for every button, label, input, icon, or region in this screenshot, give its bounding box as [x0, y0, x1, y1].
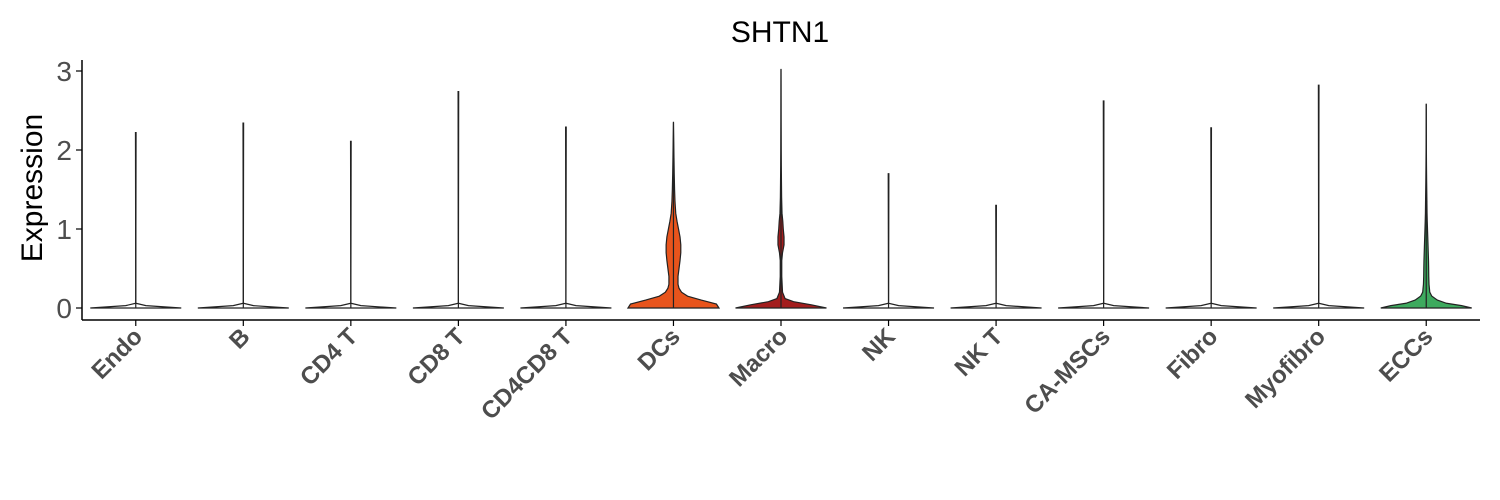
y-tick-label: 0: [56, 293, 72, 324]
y-axis-ticks: 0 1 2 3: [56, 56, 82, 324]
x-tick-label: Endo: [86, 323, 148, 385]
y-axis-label: Expression: [16, 114, 49, 262]
y-tick-label: 3: [56, 56, 72, 87]
x-tick-label: CA-MSCs: [1019, 323, 1115, 419]
violins-group: [90, 68, 1472, 309]
x-tick-label: NK T: [950, 323, 1009, 382]
x-tick-label: Macro: [724, 323, 793, 392]
y-tick-label: 1: [56, 214, 72, 245]
x-tick-label: Myofibro: [1240, 323, 1331, 414]
x-tick-label: CD8 T: [403, 323, 471, 391]
x-tick-label: B: [224, 323, 255, 354]
x-tick-label: CD4 T: [295, 323, 363, 391]
x-tick-label: Fibro: [1162, 323, 1224, 385]
x-tick-label: DCs: [633, 323, 686, 376]
x-tick-label: NK: [857, 323, 901, 367]
y-tick-label: 2: [56, 135, 72, 166]
x-tick-label: ECCs: [1374, 323, 1438, 387]
x-axis-ticks: Endo B CD4 T CD8 T CD4CD8 T DCs Macro NK NK T CA-…: [86, 320, 1438, 425]
x-tick-label: CD4CD8 T: [476, 323, 578, 425]
chart-title: SHTN1: [731, 16, 829, 49]
